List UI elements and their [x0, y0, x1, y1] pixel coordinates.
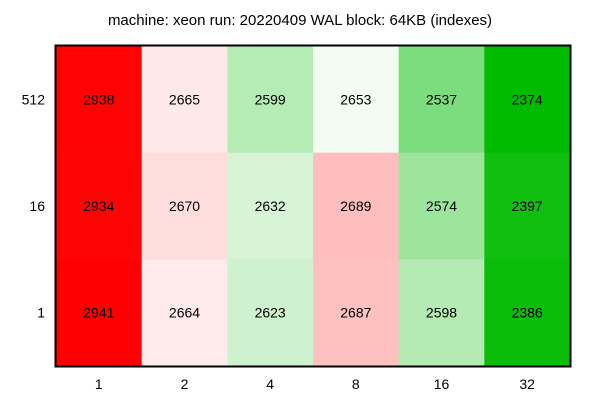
y-tick-label: 512 — [22, 91, 46, 107]
plot-frame — [54, 44, 572, 368]
heatmap-cell — [227, 259, 314, 367]
x-axis-ticks: 1 2 4 8 16 32 — [95, 376, 535, 392]
cell-value-label: 2574 — [426, 198, 457, 214]
heatmap-cell — [398, 46, 485, 154]
heatmap-cell — [227, 152, 314, 260]
heatmap-cell — [313, 46, 400, 154]
cell-value-label: 2664 — [169, 305, 200, 321]
cell-value-label: 2670 — [169, 198, 200, 214]
cell-value-label: 2934 — [83, 198, 114, 214]
heatmap-cell — [56, 46, 143, 154]
cell-value-label: 2598 — [426, 305, 457, 321]
x-tick-label: 4 — [266, 376, 274, 392]
heatmap-cell — [141, 259, 228, 367]
heatmap-cell — [313, 259, 400, 367]
heatmap-cell — [141, 152, 228, 260]
heatmap-cell-labels: 2938 2665 2599 2653 2537 2374 2934 2670 2632 2689… — [83, 91, 543, 320]
heatmap-cell — [484, 46, 571, 154]
cell-value-label: 2665 — [169, 91, 200, 107]
cell-value-label: 2689 — [340, 198, 371, 214]
heatmap-cell — [56, 259, 143, 367]
y-tick-label: 16 — [29, 198, 45, 214]
y-tick-label: 1 — [37, 305, 45, 321]
heatmap-cell — [313, 152, 400, 260]
cell-value-label: 2687 — [340, 305, 371, 321]
cell-value-label: 2623 — [255, 305, 286, 321]
x-tick-label: 1 — [95, 376, 103, 392]
heatmap-cell — [398, 152, 485, 260]
x-tick-label: 2 — [181, 376, 189, 392]
x-tick-label: 16 — [434, 376, 450, 392]
heatmap-cells — [56, 46, 571, 367]
x-tick-label: 8 — [352, 376, 360, 392]
cell-value-label: 2632 — [255, 198, 286, 214]
heatmap-cell — [227, 46, 314, 154]
heatmap-cell — [56, 152, 143, 260]
cell-value-label: 2599 — [255, 91, 286, 107]
cell-value-label: 2374 — [512, 91, 543, 107]
cell-value-label: 2397 — [512, 198, 543, 214]
cell-value-label: 2941 — [83, 305, 114, 321]
heatmap-cell — [141, 46, 228, 154]
heatmap-cell — [484, 152, 571, 260]
heatmap-cell — [398, 259, 485, 367]
cell-value-label: 2537 — [426, 91, 457, 107]
y-axis-ticks: 512 16 1 — [22, 91, 46, 320]
x-tick-label: 32 — [519, 376, 535, 392]
heatmap-cell — [484, 259, 571, 367]
cell-value-label: 2938 — [83, 91, 114, 107]
cell-value-label: 2653 — [340, 91, 371, 107]
cell-value-label: 2386 — [512, 305, 543, 321]
chart-title: machine: xeon run: 20220409 WAL block: 6… — [107, 12, 493, 29]
